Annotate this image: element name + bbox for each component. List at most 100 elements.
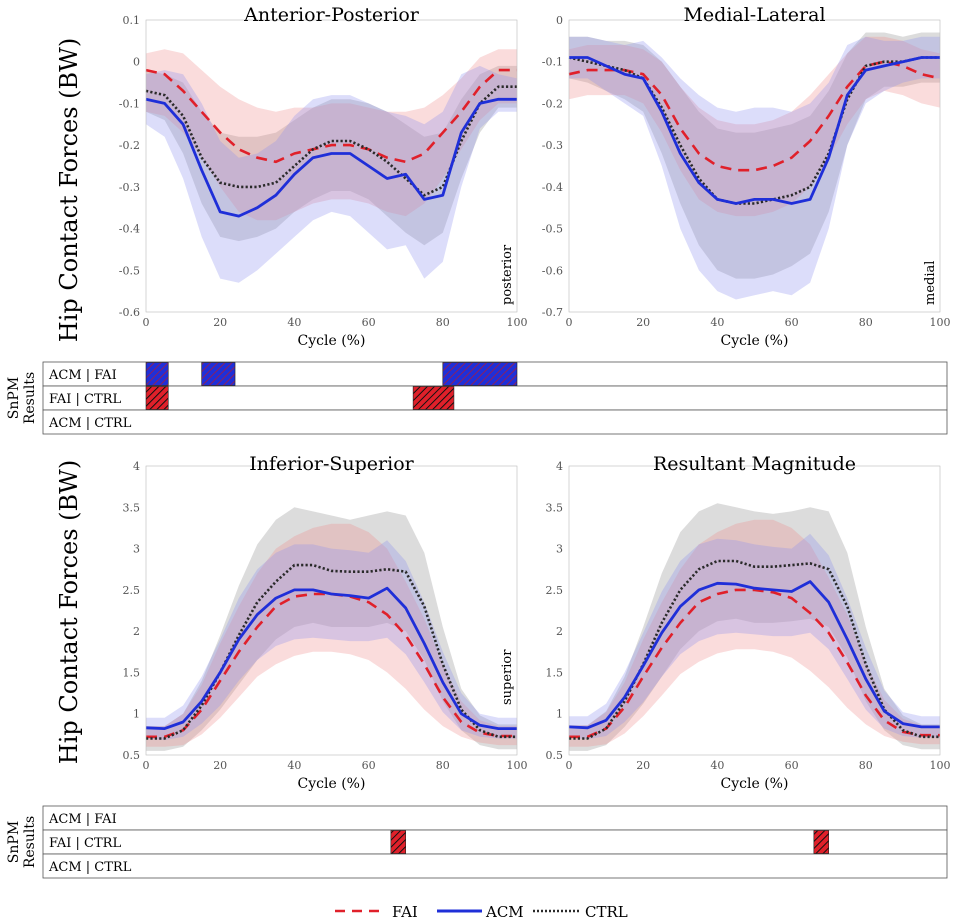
x-tick-label: 20 — [636, 759, 650, 772]
x-tick-label: 20 — [213, 759, 227, 772]
snpm-label-line1: SnPM — [6, 821, 22, 863]
legend: FAI ACM CTRL — [335, 903, 628, 921]
x-tick-label: 0 — [143, 759, 150, 772]
snpm-row — [42, 829, 948, 855]
y-tick-label: 4 — [133, 460, 140, 473]
band-fai — [146, 49, 517, 221]
chart-title: Medial-Lateral — [683, 4, 825, 26]
y-tick-label: 3 — [133, 543, 140, 556]
band-ctrl — [569, 503, 940, 751]
x-tick-label: 20 — [636, 316, 650, 329]
plot-area: 0 20 40 60 80 100-0.6-0.5-0.4-0.3-0.2-0.100.1… — [119, 4, 951, 792]
y-tick-label: 4 — [556, 460, 563, 473]
x-tick-label: 60 — [785, 759, 799, 772]
y-tick-label: 3.5 — [546, 501, 564, 514]
snpm-row-label: ACM | FAI — [48, 812, 117, 827]
y-tick-label: 3 — [556, 543, 563, 556]
direction-annotation: superior — [500, 649, 515, 705]
line-acm — [145, 586, 517, 730]
line-fai — [569, 588, 940, 739]
y-tick-label: 2.5 — [123, 584, 141, 597]
panel-resultant-magnitude: 0 20 40 60 80 100 0.5 1 1.5 2 2.5 3 3.5 4 Resultant Ma… — [546, 453, 951, 792]
y-tick-label: -0.2 — [119, 139, 140, 152]
snpm-significance-bar — [442, 362, 518, 386]
line-acm — [568, 580, 940, 730]
x-axis-label: Cycle (%) — [298, 776, 366, 792]
y-tick-label: -0.4 — [542, 181, 563, 194]
snpm-significance-bar — [412, 386, 455, 410]
x-tick-label: 40 — [287, 316, 301, 329]
direction-annotation: medial — [923, 261, 938, 305]
band-fai — [146, 523, 517, 747]
panel-medial-lateral: 0 20 40 60 80 100 -0.7 -0.6 -0.5 -0.4 -0.3 -0.2 -0.1… — [542, 4, 951, 349]
legend-acm-label: ACM — [485, 903, 524, 921]
x-tick-label: 80 — [436, 316, 450, 329]
snpm-row — [42, 385, 948, 411]
snpm-row-label: ACM | CTRL — [48, 860, 132, 875]
y-tick-label: 0 — [133, 56, 140, 69]
y-tick-label: -0.2 — [542, 97, 563, 110]
axes-frame — [145, 19, 518, 313]
snpm-row-label: FAI | CTRL — [49, 836, 121, 851]
line-ctrl — [146, 563, 517, 740]
x-tick-label: 60 — [362, 316, 376, 329]
x-tick-label: 100 — [930, 316, 951, 329]
chart-title: Anterior-Posterior — [243, 4, 420, 26]
y-tick-label: -0.5 — [119, 264, 140, 277]
y-tick-label: -0.6 — [119, 306, 140, 319]
axes-frame — [568, 19, 941, 313]
band-fai — [569, 519, 940, 747]
y-tick-label: 0 — [556, 14, 563, 27]
x-tick-label: 0 — [566, 316, 573, 329]
panel-anterior-posterior: 0 20 40 60 80 100 -0.6 -0.5 -0.4 -0.3 -0.2 -0.1 0 0.1… — [119, 4, 528, 349]
x-axis-label: Cycle (%) — [721, 333, 789, 349]
line-acm — [145, 97, 517, 218]
snpm-row — [42, 853, 948, 879]
x-tick-label: 60 — [785, 316, 799, 329]
y-tick-label: 2 — [556, 625, 563, 638]
x-tick-label: 0 — [143, 316, 150, 329]
snpm-row-label: FAI | CTRL — [49, 392, 121, 407]
y-tick-label: 1 — [556, 708, 563, 721]
snpm-significance-bar — [145, 362, 169, 386]
y-tick-label: -0.1 — [542, 56, 563, 69]
band-fai — [569, 36, 940, 217]
snpm-results-top: SnPM Results ACM | FAI FAI | CTRL ACM | CT… — [6, 361, 948, 435]
y-tick-label: 2 — [133, 625, 140, 638]
panel-inferior-superior: 0 20 40 60 80 100 0.5 1 1.5 2 2.5 3 3.5 4 Inferior-Sup… — [123, 453, 528, 792]
x-tick-label: 40 — [710, 316, 724, 329]
chart-title: Resultant Magnitude — [653, 453, 856, 475]
legend-fai-label: FAI — [392, 903, 418, 921]
x-tick-label: 80 — [859, 316, 873, 329]
y-axis-label-top: Hip Contact Forces (BW) — [55, 38, 83, 342]
y-tick-label: 0.5 — [123, 749, 141, 762]
line-acm — [569, 56, 940, 205]
y-tick-label: -0.4 — [119, 223, 140, 236]
x-tick-label: 80 — [859, 759, 873, 772]
y-tick-label: 1 — [133, 708, 140, 721]
y-tick-label: 3.5 — [123, 501, 141, 514]
band-acm — [146, 65, 517, 283]
x-tick-label: 0 — [566, 759, 573, 772]
x-axis-label: Cycle (%) — [298, 333, 366, 349]
x-tick-label: 40 — [710, 759, 724, 772]
x-tick-label: 40 — [287, 759, 301, 772]
line-fai — [146, 592, 517, 739]
y-tick-label: 1.5 — [546, 666, 564, 679]
x-tick-label: 100 — [507, 759, 528, 772]
snpm-row-label: ACM | FAI — [48, 368, 117, 383]
x-tick-label: 100 — [930, 759, 951, 772]
snpm-significance-bar — [390, 830, 406, 854]
line-ctrl — [568, 56, 940, 205]
x-tick-label: 20 — [213, 316, 227, 329]
line-fai — [145, 68, 517, 164]
snpm-label-line1: SnPM — [6, 377, 22, 419]
y-tick-label: 2.5 — [546, 584, 564, 597]
y-tick-label: -0.3 — [542, 139, 563, 152]
y-tick-label: -0.5 — [542, 223, 563, 236]
chart-title: Inferior-Superior — [249, 453, 414, 475]
snpm-row — [42, 805, 948, 831]
y-tick-label: -0.3 — [119, 181, 140, 194]
axes-frame — [145, 465, 518, 756]
